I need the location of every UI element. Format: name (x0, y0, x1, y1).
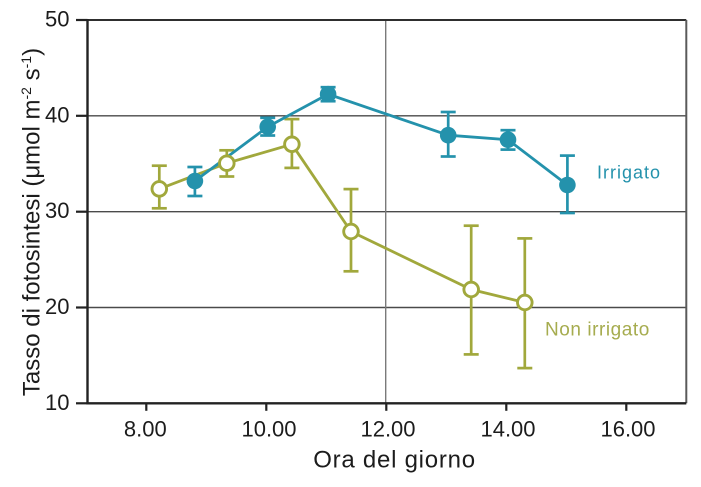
svg-text:12.00: 12.00 (360, 416, 415, 441)
svg-text:16.00: 16.00 (600, 416, 655, 441)
svg-text:Irrigato: Irrigato (597, 163, 661, 183)
svg-text:Non irrigato: Non irrigato (545, 319, 650, 340)
svg-text:10: 10 (45, 390, 69, 415)
svg-text:10.00: 10.00 (241, 416, 296, 441)
svg-text:40: 40 (45, 102, 69, 127)
svg-text:50: 50 (45, 7, 69, 32)
svg-text:Tasso di fotosintesi (μmol m-: Tasso di fotosintesi (μmol m-2 s-1) (18, 48, 46, 396)
svg-text:20: 20 (45, 294, 69, 319)
svg-text:Ora del giorno: Ora del giorno (313, 447, 476, 474)
svg-text:14.00: 14.00 (480, 416, 535, 441)
svg-text:30: 30 (45, 198, 69, 223)
svg-text:8.00: 8.00 (124, 416, 167, 441)
